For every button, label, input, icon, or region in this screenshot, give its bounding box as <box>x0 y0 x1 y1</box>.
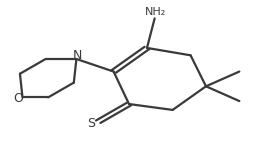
Text: NH₂: NH₂ <box>145 7 167 17</box>
Text: O: O <box>13 92 23 105</box>
Text: N: N <box>73 49 82 62</box>
Text: S: S <box>87 117 95 130</box>
